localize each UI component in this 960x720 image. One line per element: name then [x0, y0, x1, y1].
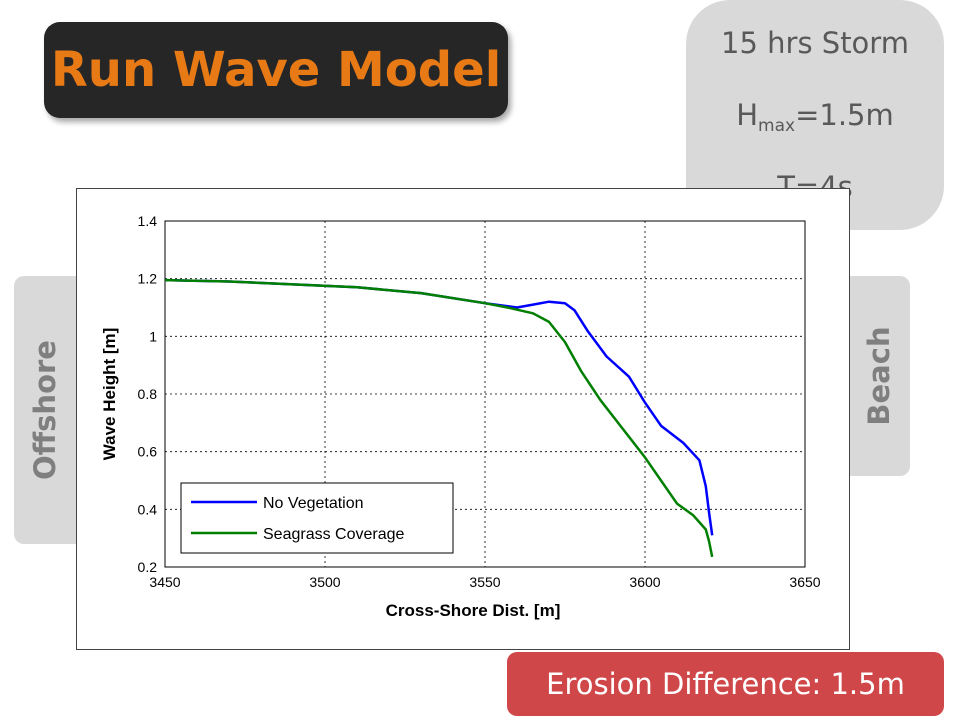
storm-duration: 15 hrs Storm: [721, 26, 909, 60]
erosion-difference-text: Erosion Difference: 1.5m: [546, 667, 905, 701]
erosion-difference-box: Erosion Difference: 1.5m: [507, 652, 944, 716]
y-tick-label: 0.8: [138, 386, 158, 402]
axis-ticks: 3450 3500 3550 3600 3650 0.2 0.4 0.6 0.8 1 1.2 1.4: [138, 213, 821, 590]
offshore-label: Offshore: [28, 340, 62, 480]
y-tick-label: 0.4: [138, 501, 158, 517]
chart-frame: 3450 3500 3550 3600 3650 0.2 0.4 0.6 0.8 1 1.2 1.4 …: [76, 188, 850, 650]
storm-hmax: Hmax=1.5m: [686, 98, 944, 136]
beach-label: Beach: [862, 326, 896, 426]
series-lines: [164, 278, 714, 558]
legend-label-seagrass: Seagrass Coverage: [263, 526, 405, 543]
hmax-value: =1.5m: [795, 98, 894, 132]
x-tick-label: 3650: [789, 574, 820, 590]
slide-title: Run Wave Model: [50, 42, 502, 98]
hmax-subscript: max: [758, 116, 796, 136]
y-tick-label: 0.6: [138, 444, 158, 460]
legend: No Vegetation Seagrass Coverage: [180, 482, 454, 554]
y-tick-label: 1.4: [138, 213, 158, 229]
y-tick-label: 0.2: [138, 559, 158, 575]
title-banner: Run Wave Model: [44, 22, 508, 118]
offshore-tab: Offshore: [14, 276, 76, 544]
legend-box: [180, 482, 454, 554]
wave-height-chart: 3450 3500 3550 3600 36500.20.40.60.811.21.4 …: [100, 213, 821, 620]
x-axis-label: Cross-Shore Dist. [m]: [386, 601, 561, 620]
x-tick-label: 3450: [149, 574, 180, 590]
y-tick-label: 1: [149, 328, 157, 344]
series-line-seagrass-coverage: [164, 278, 714, 558]
hmax-prefix: H: [736, 98, 759, 132]
x-tick-label: 3500: [309, 574, 340, 590]
legend-label-no-vegetation: No Vegetation: [263, 495, 364, 512]
beach-tab: Beach: [848, 276, 910, 476]
x-tick-label: 3550: [469, 574, 500, 590]
y-axis-label: Wave Height [m]: [100, 328, 119, 461]
x-tick-label: 3600: [629, 574, 660, 590]
y-tick-label: 1.2: [138, 271, 158, 287]
